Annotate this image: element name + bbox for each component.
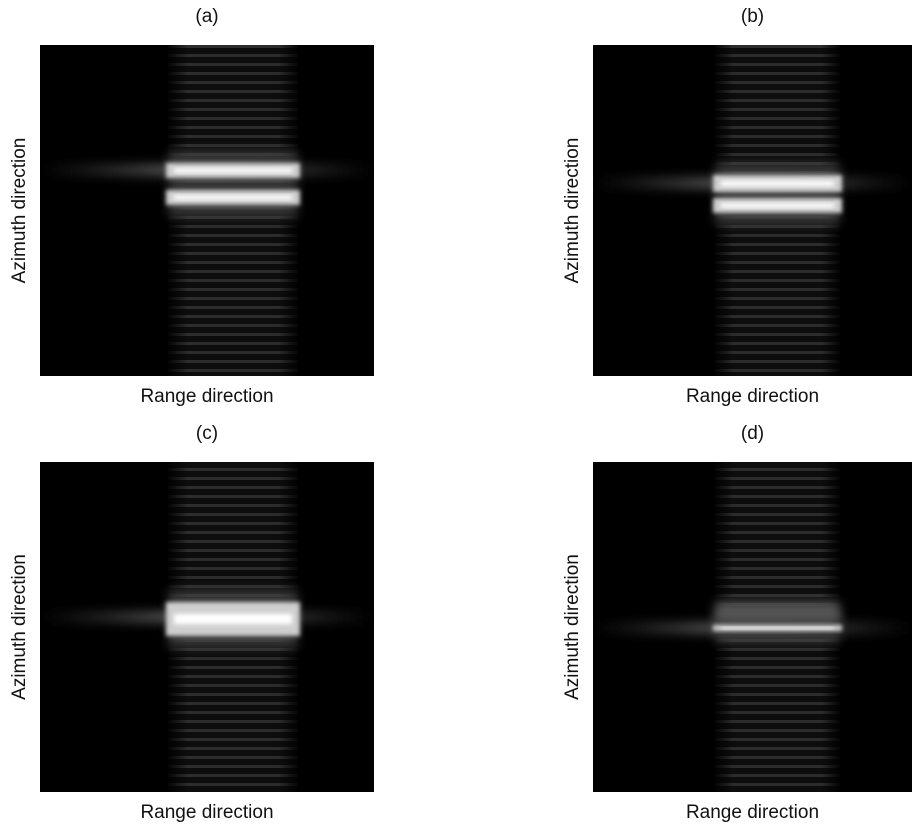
x-axis-label: Range direction: [140, 386, 273, 407]
target-core: [174, 168, 292, 173]
sar-image: [593, 462, 912, 792]
glow: [715, 163, 840, 225]
target-core: [721, 203, 834, 208]
y-axis-label: Azimuth direction: [562, 554, 583, 700]
glow: [168, 151, 298, 217]
x-axis-label: Range direction: [686, 386, 819, 407]
panel-label: (b): [741, 6, 764, 27]
faint-response: [715, 602, 840, 622]
y-axis-label: Azimuth direction: [9, 554, 30, 700]
target-core: [721, 180, 834, 187]
x-axis-label: Range direction: [140, 802, 273, 823]
panel-label: (c): [196, 423, 218, 444]
target-core: [721, 627, 834, 630]
panel: (b) Range direction Azimuth direction: [562, 6, 912, 407]
sar-image: [40, 45, 374, 376]
panel-label: (a): [195, 6, 218, 27]
sar-image: [593, 45, 912, 376]
y-axis-label: Azimuth direction: [9, 138, 30, 284]
panel: (a) Range direction Azimuth direction: [9, 6, 374, 407]
panel: (d) Range direction Azimuth direction: [562, 423, 912, 823]
y-axis-label: Azimuth direction: [562, 138, 583, 284]
target-core: [174, 613, 292, 625]
sar-image: [40, 462, 374, 792]
x-axis-label: Range direction: [686, 802, 819, 823]
target-core: [174, 195, 292, 200]
panel: (c) Range direction Azimuth direction: [9, 423, 374, 823]
panel-label: (d): [741, 423, 764, 444]
